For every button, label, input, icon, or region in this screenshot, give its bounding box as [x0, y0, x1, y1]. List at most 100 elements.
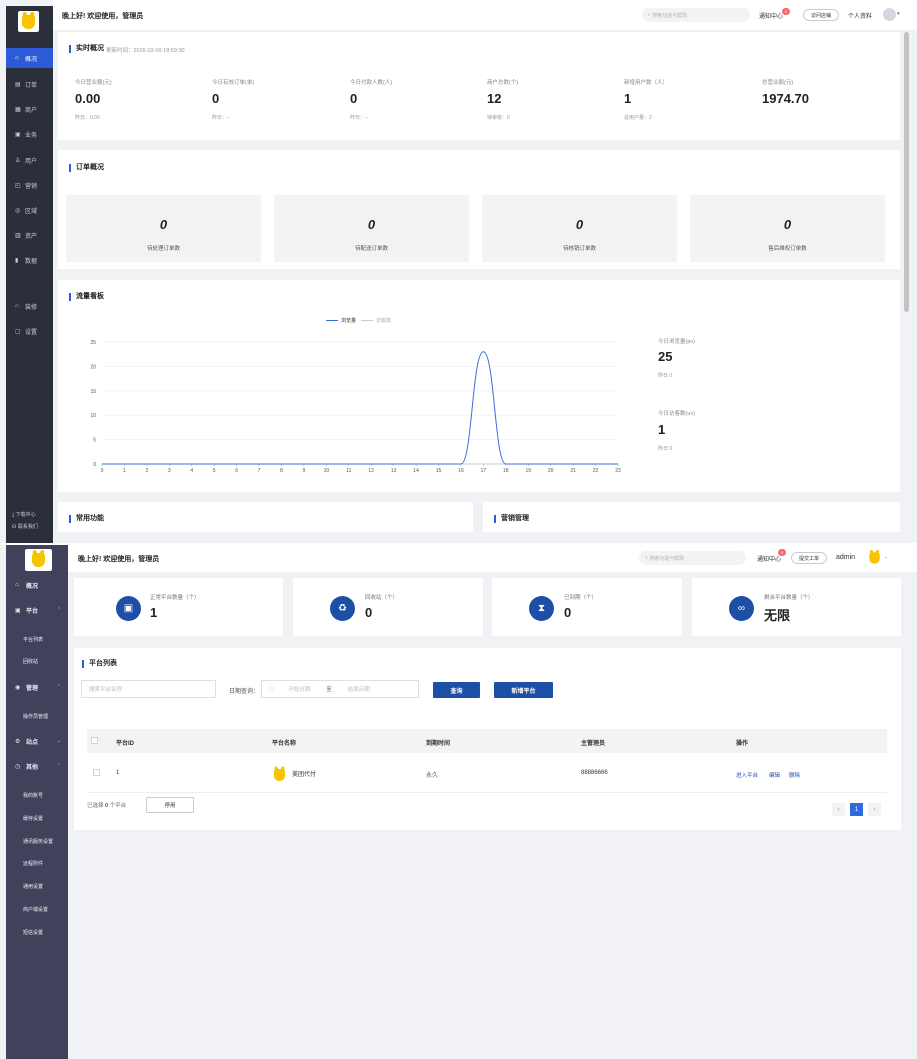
- platform-name-search-input[interactable]: 搜索平台名称: [81, 680, 216, 698]
- date-range-picker[interactable]: ▢ 开始日期 至 结束日期: [261, 680, 419, 698]
- search-input[interactable]: ⌕ 搜索功能与帮助: [639, 551, 746, 565]
- table-row[interactable]: [87, 761, 887, 785]
- sidebar-item-4[interactable]: ▣ 业务: [6, 124, 53, 144]
- x-tick-label: 22: [593, 468, 599, 474]
- sidebar-subitem-14[interactable]: 商户端设置: [6, 902, 68, 916]
- chevron-down-icon[interactable]: ⌄: [884, 554, 889, 560]
- submit-ticket-button[interactable]: 提交工单: [791, 552, 827, 564]
- profile-link[interactable]: 个人资料: [848, 14, 873, 20]
- notice-center[interactable]: 通知中心: [759, 11, 783, 20]
- disable-button[interactable]: 停用: [146, 797, 194, 813]
- query-button[interactable]: 查询: [433, 682, 480, 698]
- legend-pv[interactable]: 浏览量: [326, 317, 356, 324]
- stat-value: 1: [624, 91, 632, 106]
- platform-screen: ⌂ 概况 ▣ 平台 ⌃ 平台列表 回收站 ◉ 管理 ⌃ 操作员管理 ⚙ 站点 ⌄ ◷ 其他 ⌃ 我的账号 缓存设置通…: [0, 545, 917, 1059]
- order-stat-box[interactable]: 0 待配送订单数: [274, 195, 469, 262]
- logo[interactable]: [18, 11, 39, 32]
- next-page-button[interactable]: ›: [868, 803, 881, 816]
- order-icon: ▤: [15, 81, 21, 88]
- pv-label: 今日浏览量(pv): [658, 339, 695, 345]
- sidebar-item-7[interactable]: ◎ 区域: [6, 200, 53, 220]
- legend-uv-swatch: [361, 320, 373, 321]
- row-checkbox[interactable]: [93, 769, 100, 776]
- sidebar-subitem-6[interactable]: 操作员管理: [6, 709, 68, 723]
- select-all-checkbox[interactable]: [91, 737, 98, 744]
- contact-us-label: 联系我们: [17, 524, 38, 530]
- sidebar-item-9[interactable]: ▮ 数据: [6, 250, 53, 270]
- sidebar-item-label: 装修: [25, 304, 38, 311]
- y-tick-label: 25: [90, 340, 96, 346]
- sidebar-item-3[interactable]: ▦ 商户: [6, 99, 53, 119]
- sidebar-item-label: 概况: [26, 583, 39, 590]
- notice-center[interactable]: 通知中心: [757, 554, 781, 563]
- sidebar-subitem-3[interactable]: 平台列表: [6, 632, 68, 646]
- sidebar-item-7[interactable]: ⚙ 站点 ⌄: [6, 733, 68, 749]
- sidebar-item-label: 设置: [25, 329, 38, 336]
- sidebar-item-8[interactable]: ◷ 其他 ⌃: [6, 758, 68, 774]
- visit-store-button[interactable]: 访问店铺: [803, 9, 839, 21]
- sidebar-item-1[interactable]: ⌂ 概况: [6, 48, 53, 68]
- sidebar-subitem-label: 我的账号: [23, 792, 44, 799]
- download-center-label: 下载中心: [15, 512, 36, 518]
- hourglass-icon: ⧗: [529, 596, 554, 621]
- sidebar-subitem-10[interactable]: 缓存设置: [6, 811, 68, 825]
- sidebar-item-2[interactable]: ▤ 订单: [6, 74, 53, 94]
- download-center-link[interactable]: ⤓ 下载中心: [12, 512, 36, 518]
- sidebar-item-5[interactable]: ♙ 用户: [6, 150, 53, 170]
- sidebar-subitem-11[interactable]: 通讯服务设置: [6, 834, 68, 848]
- sidebar-item-2[interactable]: ▣ 平台 ⌃: [6, 602, 68, 618]
- series-line-pv[interactable]: [102, 351, 618, 465]
- x-tick-label: 5: [213, 468, 216, 474]
- admin-username[interactable]: admin: [836, 554, 856, 561]
- x-tick-label: 21: [570, 468, 576, 474]
- sidebar-subitem-4[interactable]: 回收站: [6, 654, 68, 668]
- add-platform-button[interactable]: 新增平台: [494, 682, 553, 698]
- sidebar-item-10[interactable]: ⌂ 装修: [6, 296, 53, 316]
- stat-sub: 昨日：0.00: [75, 115, 100, 121]
- legend-uv[interactable]: 访客数: [361, 317, 391, 324]
- page-number-button[interactable]: 1: [850, 803, 863, 816]
- sidebar-item-label: 平台: [26, 608, 39, 615]
- enter-platform-link[interactable]: 进入平台: [736, 773, 759, 779]
- stat-value: 0: [212, 91, 220, 106]
- sidebar-subitem-15[interactable]: 短信设置: [6, 925, 68, 939]
- greeting: 晚上好! 欢迎使用，管理员: [78, 556, 160, 563]
- prev-page-button[interactable]: ‹: [832, 803, 845, 816]
- scrollbar[interactable]: [904, 32, 909, 312]
- delete-link[interactable]: 删除: [789, 773, 801, 779]
- order-stat-box[interactable]: 0 待处理订单数: [66, 195, 261, 262]
- x-tick-label: 1: [123, 468, 126, 474]
- contact-us-link[interactable]: ☊ 联系我们: [12, 524, 38, 530]
- avatar[interactable]: [868, 550, 881, 565]
- sidebar-item-label: 业务: [25, 132, 38, 139]
- sidebar-item-6[interactable]: ◰ 营销: [6, 175, 53, 195]
- sidebar-subitem-label: 平台列表: [23, 636, 44, 643]
- kpi-label: 已到期（个）: [564, 595, 598, 601]
- kpi-card: ♻ 回收站（个） 0: [293, 578, 483, 636]
- sidebar-subitem-9[interactable]: 我的账号: [6, 788, 68, 802]
- uv-label: 今日访客数(uv): [658, 411, 695, 417]
- logo[interactable]: [25, 549, 52, 571]
- sidebar-item-11[interactable]: ▢ 设置: [6, 321, 53, 341]
- order-stat-value: 0: [575, 217, 584, 232]
- region-icon: ◎: [15, 207, 21, 214]
- sidebar-item-1[interactable]: ⌂ 概况: [6, 577, 68, 593]
- chevron-right-icon: ›: [873, 806, 876, 813]
- avatar[interactable]: [883, 8, 896, 21]
- order-stat-box[interactable]: 0 售后维权订单数: [690, 195, 885, 262]
- top-header: 晚上好! 欢迎使用，管理员 ⌕ 搜索功能与帮助 通知中心 0 提交工单 admi…: [68, 545, 917, 572]
- chevron-down-icon[interactable]: ▾: [897, 11, 900, 17]
- table-header: [87, 729, 887, 753]
- edit-link[interactable]: 编辑: [769, 773, 781, 779]
- x-tick-label: 10: [324, 468, 330, 474]
- sidebar-subitem-12[interactable]: 远程附件: [6, 856, 68, 870]
- sidebar-item-5[interactable]: ◉ 管理 ⌃: [6, 679, 68, 695]
- sidebar-item-label: 区域: [25, 208, 38, 215]
- order-stat-label: 待配送订单数: [354, 246, 388, 252]
- order-stat-box[interactable]: 0 待核销订单数: [482, 195, 677, 262]
- chevron-icon: ⌃: [56, 607, 61, 613]
- search-icon: ⌕: [648, 12, 653, 18]
- sidebar-item-8[interactable]: ▥ 资产: [6, 225, 53, 245]
- search-input[interactable]: ⌕ 搜索功能与帮助: [642, 8, 750, 22]
- sidebar-subitem-13[interactable]: 通用设置: [6, 879, 68, 893]
